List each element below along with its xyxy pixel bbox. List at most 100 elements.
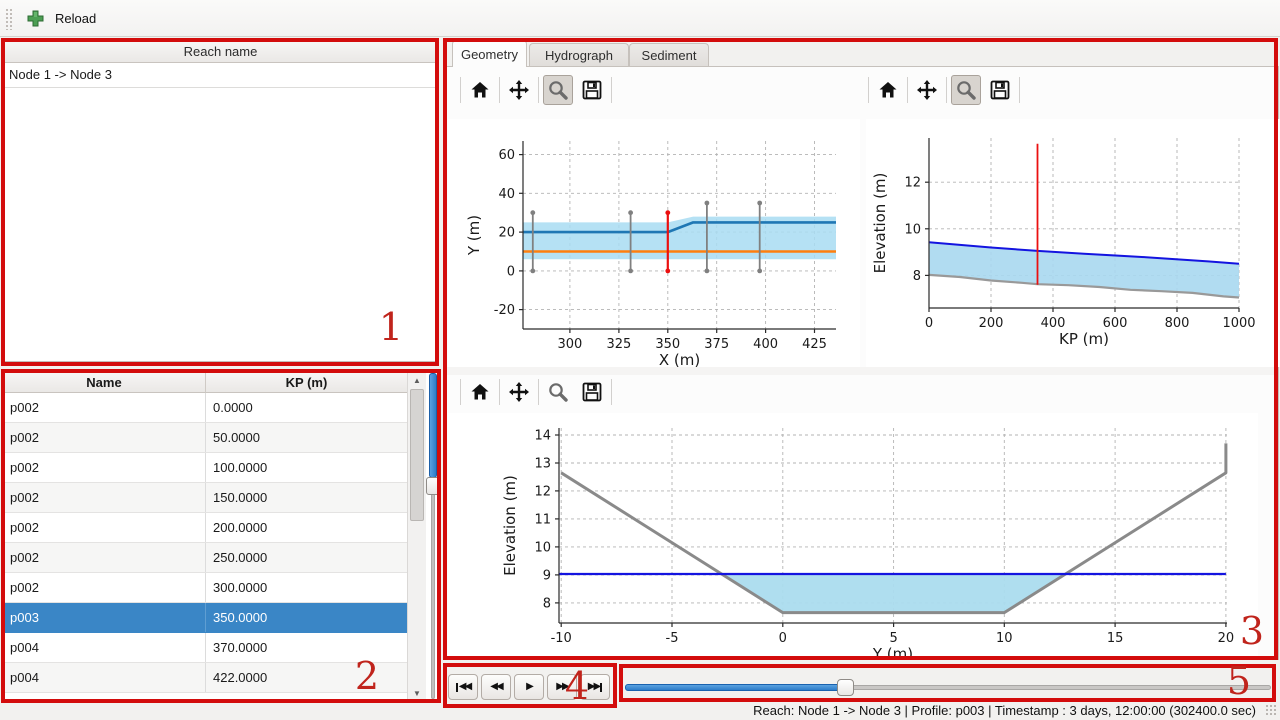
bar-glyph xyxy=(455,682,458,692)
cross-section-toolbar xyxy=(460,377,612,407)
arrow-up-icon[interactable]: ▲ xyxy=(413,375,421,385)
svg-text:Elevation (m): Elevation (m) xyxy=(501,475,519,576)
geometry-tab-content: 300 325 350 375 400 425 -20 0 20 40 60 X (m) Y (m) 0… xyxy=(445,66,1280,660)
table-vertical-slider[interactable] xyxy=(426,372,440,701)
column-header-name[interactable]: Name xyxy=(3,372,206,393)
svg-text:40: 40 xyxy=(498,187,515,202)
svg-text:425: 425 xyxy=(802,337,827,352)
svg-text:12: 12 xyxy=(534,484,551,499)
table-row[interactable]: p002 0.0000 xyxy=(3,393,407,423)
toolbar-separator xyxy=(499,77,500,103)
svg-text:325: 325 xyxy=(606,337,631,352)
step-backward-button[interactable]: ◀◀ xyxy=(481,674,511,700)
svg-text:9: 9 xyxy=(543,568,551,583)
cell-name: p002 xyxy=(3,423,206,452)
cell-kp: 150.0000 xyxy=(213,490,268,505)
svg-text:0: 0 xyxy=(925,316,933,331)
profile-table-header: Name KP (m) xyxy=(3,372,407,393)
scrollbar-thumb[interactable] xyxy=(410,389,424,521)
play-button[interactable]: ▶ xyxy=(514,674,544,700)
zoom-icon[interactable] xyxy=(543,377,573,407)
resize-grip[interactable] xyxy=(1265,704,1278,717)
time-slider[interactable] xyxy=(625,679,1271,696)
svg-text:X (m): X (m) xyxy=(659,351,700,367)
cross-section-plot[interactable]: -10 -5 0 5 10 15 20 8 9 10 11 12 13 14 Y (m) Elevation … xyxy=(448,413,1258,658)
pan-icon[interactable] xyxy=(912,75,942,105)
svg-text:20: 20 xyxy=(1218,631,1235,646)
cell-kp: 250.0000 xyxy=(213,550,268,565)
svg-text:15: 15 xyxy=(1107,631,1124,646)
toolbar-separator xyxy=(460,77,461,103)
svg-text:350: 350 xyxy=(655,337,680,352)
svg-text:10: 10 xyxy=(904,222,921,237)
table-row[interactable]: p002 250.0000 xyxy=(3,543,407,573)
table-row[interactable]: p004 370.0000 xyxy=(3,633,407,663)
svg-text:375: 375 xyxy=(704,337,729,352)
svg-text:300: 300 xyxy=(557,337,582,352)
save-icon[interactable] xyxy=(577,75,607,105)
table-row[interactable]: p004 422.0000 xyxy=(3,663,407,693)
svg-text:60: 60 xyxy=(498,148,515,163)
arrow-down-icon[interactable]: ▼ xyxy=(413,688,421,698)
vertical-slider-fill xyxy=(429,373,437,478)
table-row[interactable]: p002 100.0000 xyxy=(3,453,407,483)
tab-sediment[interactable]: Sediment xyxy=(629,43,709,67)
save-icon[interactable] xyxy=(985,75,1015,105)
table-row[interactable]: p003 350.0000 xyxy=(3,603,407,633)
table-row[interactable]: p002 150.0000 xyxy=(3,483,407,513)
home-icon[interactable] xyxy=(873,75,903,105)
table-row[interactable]: p002 50.0000 xyxy=(3,423,407,453)
step-backward-icon: ◀◀ xyxy=(490,681,503,692)
play-icon: ▶ xyxy=(526,681,534,692)
svg-text:Y (m): Y (m) xyxy=(872,645,913,658)
green-plus-icon[interactable] xyxy=(27,10,44,27)
toolbar-drag-handle[interactable] xyxy=(5,8,14,30)
pan-icon[interactable] xyxy=(504,75,534,105)
long-profile-plot[interactable]: 0 200 400 600 800 1000 8 10 12 KP (m) Elevation (m… xyxy=(866,119,1280,367)
tab-geometry[interactable]: Geometry xyxy=(452,40,527,67)
zoom-icon[interactable] xyxy=(951,75,981,105)
table-row[interactable]: p002 200.0000 xyxy=(3,513,407,543)
svg-text:20: 20 xyxy=(498,226,515,241)
svg-text:10: 10 xyxy=(534,540,551,555)
toolbar-separator xyxy=(907,77,908,103)
cell-name: p002 xyxy=(3,513,206,542)
cell-name: p004 xyxy=(3,633,206,662)
home-icon[interactable] xyxy=(465,75,495,105)
time-slider-track[interactable] xyxy=(851,685,1271,690)
svg-text:-10: -10 xyxy=(551,631,572,646)
reload-button[interactable]: Reload xyxy=(55,11,97,26)
svg-text:10: 10 xyxy=(996,631,1013,646)
reach-list-item[interactable]: Node 1 -> Node 3 xyxy=(3,63,438,88)
skip-to-end-button[interactable]: ▶▶ xyxy=(580,674,610,700)
toolbar-separator xyxy=(868,77,869,103)
zoom-icon[interactable] xyxy=(543,75,573,105)
skip-to-start-icon: ◀◀ xyxy=(458,681,472,692)
table-row[interactable]: p002 300.0000 xyxy=(3,573,407,603)
svg-text:1000: 1000 xyxy=(1222,316,1255,331)
step-forward-button[interactable]: ▶▶ xyxy=(547,674,577,700)
cell-name: p002 xyxy=(3,453,206,482)
cell-kp: 350.0000 xyxy=(213,610,268,625)
plan-view-plot[interactable]: 300 325 350 375 400 425 -20 0 20 40 60 X (m) Y (m) xyxy=(448,119,860,367)
skip-to-end-icon: ▶▶ xyxy=(587,681,601,692)
tab-hydrograph[interactable]: Hydrograph xyxy=(529,43,629,67)
cell-kp: 422.0000 xyxy=(213,670,268,685)
time-slider-handle[interactable] xyxy=(837,679,854,696)
svg-text:Y (m): Y (m) xyxy=(465,215,483,256)
toolbar-separator xyxy=(538,379,539,405)
svg-text:13: 13 xyxy=(534,457,551,472)
table-scrollbar[interactable]: ▲ ▼ xyxy=(407,372,426,701)
save-icon[interactable] xyxy=(577,377,607,407)
pan-icon[interactable] xyxy=(504,377,534,407)
column-header-kp[interactable]: KP (m) xyxy=(206,372,407,393)
home-icon[interactable] xyxy=(465,377,495,407)
figure-splitter[interactable] xyxy=(446,367,1278,375)
svg-text:12: 12 xyxy=(904,176,921,191)
cell-kp: 50.0000 xyxy=(213,430,260,445)
bar-glyph xyxy=(600,682,603,692)
svg-text:0: 0 xyxy=(779,631,787,646)
svg-text:14: 14 xyxy=(534,429,551,444)
skip-to-start-button[interactable]: ◀◀ xyxy=(448,674,478,700)
vertical-slider-handle[interactable] xyxy=(426,477,440,495)
